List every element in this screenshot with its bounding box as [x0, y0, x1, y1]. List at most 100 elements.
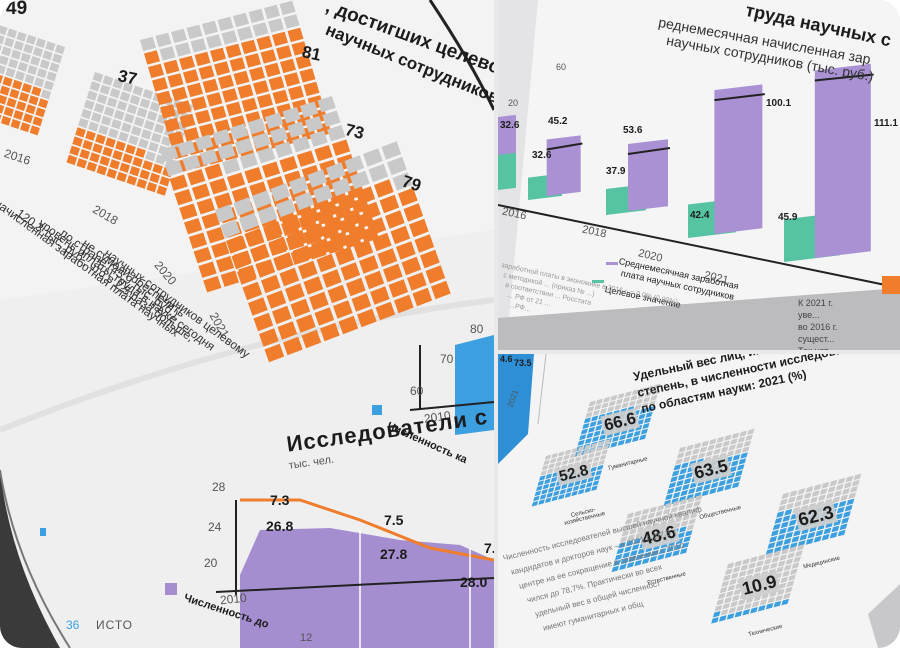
blue-waffle-cell — [780, 521, 789, 529]
orange-waffle-cell — [155, 32, 172, 48]
blue-waffle-cell — [757, 604, 766, 612]
target-line — [627, 147, 671, 155]
blue-waffle-cell — [676, 480, 684, 487]
orange-waffle-cell — [156, 185, 168, 196]
orange-waffle-cell — [198, 65, 215, 80]
blue-waffle-cell — [701, 489, 710, 497]
blue-waffle-cell — [630, 549, 638, 557]
orange-waffle-cell — [220, 219, 241, 239]
orange-waffle-cell — [322, 110, 341, 127]
blue-waffle-cell — [582, 422, 590, 429]
blue-waffle-cell — [693, 500, 701, 507]
orange-waffle-cell — [129, 94, 141, 106]
blue-waffle-cell — [685, 472, 693, 479]
blue-waffle-cell — [739, 430, 747, 437]
blue-waffle-cell — [802, 498, 810, 506]
target-line — [546, 142, 583, 151]
blue-waffle-cell — [746, 568, 755, 575]
orange-waffle-cell — [264, 343, 285, 363]
orange-waffle-cell — [366, 217, 387, 236]
orange-waffle-chart — [0, 0, 451, 363]
orange-waffle-cell — [86, 161, 98, 172]
blue-waffle-cell — [795, 550, 803, 557]
orange-waffle-cell — [139, 169, 150, 180]
r-top-label-1: 7.3 — [270, 492, 290, 508]
blue-waffle-cell — [592, 480, 600, 486]
blue-waffle-cell — [778, 504, 786, 512]
blue-waffle-cell — [844, 504, 853, 512]
orange-waffle-cell — [108, 128, 119, 139]
wage-bar-chart — [498, 0, 900, 350]
blue-waffle-cell — [720, 609, 729, 616]
blue-waffle-cell — [583, 417, 592, 424]
blue-waffle-cell — [624, 518, 633, 525]
blue-waffle-cell — [601, 402, 609, 409]
blue-waffle-cell — [767, 596, 776, 604]
blue-waffle-cell — [544, 454, 552, 461]
orange-waffle-cell — [86, 90, 98, 101]
orange-waffle-cell — [311, 238, 331, 257]
blue-waffle-cell — [716, 485, 725, 493]
orange-waffle-cell — [175, 42, 191, 57]
r-bottom-label-1: 26.8 — [266, 518, 294, 534]
orange-waffle-cell — [132, 85, 144, 96]
orange-waffle-cell — [171, 86, 188, 102]
purple-label-2: 53.6 — [623, 125, 643, 136]
orange-waffle-cell — [17, 61, 28, 72]
blue-waffle-cell — [574, 480, 581, 486]
orange-waffle-cell — [0, 25, 8, 36]
blue-waffle-cell — [626, 561, 635, 569]
blue-waffle-cell — [670, 506, 679, 513]
blue-waffle-cell — [781, 598, 789, 606]
orange-waffle-cell — [92, 143, 103, 154]
blue-waffle-cell — [797, 488, 806, 495]
blue-waffle-cell — [619, 563, 627, 571]
orange-waffle-cell — [43, 80, 54, 91]
orange-waffle-cell — [288, 85, 304, 101]
blue-waffle-cell — [789, 546, 797, 553]
blue-waffle-cell — [738, 570, 747, 577]
orange-waffle-cell — [149, 101, 161, 112]
blue-waffle-cell — [548, 463, 555, 469]
blue-waffle-cell — [711, 617, 719, 624]
orange-waffle-cell — [233, 70, 250, 86]
blue-waffle-cell — [668, 512, 677, 519]
orange-waffle-cell — [0, 104, 5, 114]
orange-waffle-cell — [327, 124, 346, 142]
blue-waffle-cell — [730, 572, 739, 580]
blue-waffle-cell — [597, 440, 605, 447]
blue-waffle-cell — [592, 436, 600, 443]
orange-waffle-cell — [23, 43, 34, 54]
blue-waffle-cell — [639, 387, 647, 394]
blue-waffle-cell — [596, 464, 604, 471]
blue-waffle-cell — [664, 502, 673, 509]
orange-waffle-cell — [187, 168, 206, 186]
blue-waffle-cell — [807, 531, 816, 539]
orange-waffle-cell — [383, 263, 403, 283]
blue-waffle-cell — [541, 464, 549, 471]
blue-waffle-cell — [781, 492, 790, 499]
blue-waffle-cell — [767, 542, 776, 549]
blue-waffle-cell — [602, 444, 610, 450]
blue-waffle-cell — [682, 456, 691, 463]
purple-bar — [814, 63, 871, 258]
orange-waffle-cell — [183, 127, 200, 142]
blue-waffle-cell — [722, 440, 731, 447]
blue-waffle-cell — [786, 502, 794, 510]
orange-waffle-cell — [363, 148, 383, 167]
orange-waffle-cell — [22, 113, 34, 124]
orange-waffle-cell — [122, 153, 133, 164]
orange-waffle-cell — [32, 47, 44, 58]
orange-waffle-cell — [195, 109, 211, 125]
blue-waffle-cell — [537, 480, 545, 486]
orange-waffle-cell — [261, 274, 281, 294]
blue-waffle-cell — [638, 520, 646, 527]
orange-waffle-cell — [9, 88, 20, 99]
orange-waffle-cell — [287, 121, 306, 138]
blue-waffle-cell — [690, 512, 698, 519]
mid-axis-70: 70 — [440, 352, 454, 366]
blue-waffle-cell — [544, 497, 552, 504]
orange-waffle-cell — [233, 12, 249, 28]
blue-waffle-cell — [561, 459, 569, 466]
blue-waffle-cell — [645, 411, 653, 418]
